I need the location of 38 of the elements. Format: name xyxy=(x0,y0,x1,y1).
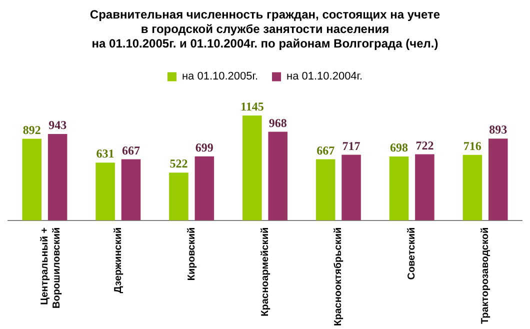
data-label: 968 xyxy=(268,116,287,130)
x-tick-label: Красноармейский xyxy=(260,227,271,316)
data-label: 1145 xyxy=(240,100,264,114)
data-label: 631 xyxy=(96,146,114,161)
data-label: 717 xyxy=(342,138,360,153)
x-tick-label: Советский xyxy=(406,227,418,280)
legend-label: на 01.10.2004г. xyxy=(286,70,363,83)
data-label: 699 xyxy=(195,140,214,154)
data-label: 667 xyxy=(122,143,140,158)
bar xyxy=(22,138,42,220)
legend-label: на 01.10.2005г. xyxy=(182,70,258,83)
bar xyxy=(169,172,188,220)
chart-title: Сравнительная численность граждан, состоящих на учете в городской службе занятости населения на 01.10.2005г. и 01.10.2004г. по районам Волгограда (чел.) xyxy=(90,8,440,50)
bar xyxy=(121,159,141,220)
data-label: 893 xyxy=(489,122,508,137)
bar xyxy=(96,162,115,220)
bar xyxy=(194,156,214,220)
bar xyxy=(488,138,508,220)
x-tick-label: Тракторозаводской xyxy=(480,227,492,324)
x-tick-label: Кировский xyxy=(186,227,198,281)
data-label: 716 xyxy=(463,138,482,153)
data-label: 667 xyxy=(316,143,335,158)
bar xyxy=(48,134,68,220)
x-tick-label: Дзержинский xyxy=(112,227,124,294)
x-tick-label: Краснооктябрьский xyxy=(333,227,344,326)
bar xyxy=(316,159,336,220)
bar xyxy=(268,132,288,220)
bar xyxy=(242,116,262,220)
data-label: 722 xyxy=(416,138,434,152)
bar xyxy=(415,154,434,220)
data-label: 522 xyxy=(170,156,188,171)
bar xyxy=(462,154,482,220)
bar xyxy=(389,156,409,220)
bar xyxy=(342,154,361,220)
data-label: 892 xyxy=(22,122,41,137)
data-label: 943 xyxy=(48,118,67,132)
data-label: 698 xyxy=(390,140,408,155)
x-tick-label: Центральный + Ворошиловский xyxy=(39,227,62,308)
